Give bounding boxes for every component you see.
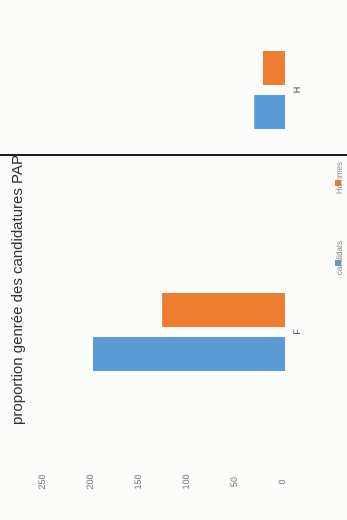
legend-label-0: candidats <box>335 241 344 275</box>
chart-title: proportion genrée des candidatures PAP <box>9 155 26 425</box>
bar-H-0 <box>254 95 285 129</box>
legend-label-1: Hommes <box>335 162 344 194</box>
y-tick-label-1: 200 <box>85 474 95 489</box>
y-tick-label-0: 250 <box>37 474 47 489</box>
category-label-0: F <box>292 329 302 335</box>
y-tick-label-4: 50 <box>229 477 239 487</box>
bar-F-1 <box>162 293 285 327</box>
bar-F-0 <box>93 337 285 371</box>
paper-fold-line <box>0 154 347 156</box>
category-label-1: H <box>292 87 302 94</box>
y-tick-label-5: 0 <box>277 479 287 484</box>
legend-swatch-0 <box>335 260 341 266</box>
legend-swatch-1 <box>335 180 341 186</box>
bar-H-1 <box>262 51 285 85</box>
y-tick-label-3: 100 <box>181 474 191 489</box>
y-tick-label-2: 150 <box>133 474 143 489</box>
